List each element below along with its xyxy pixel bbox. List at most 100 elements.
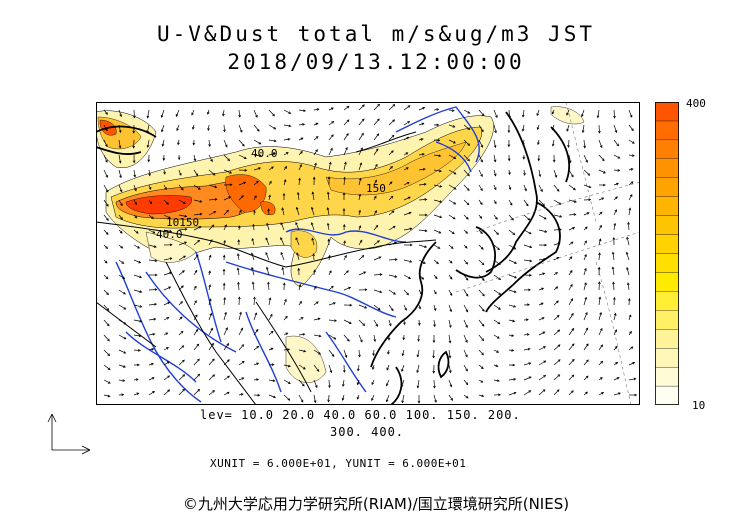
wind-arrowhead [359,239,363,243]
wind-arrowhead [583,145,587,149]
wind-arrow [268,166,274,171]
wind-arrow [103,169,108,178]
wind-arrowhead [570,241,574,245]
wind-arrowhead [436,123,440,127]
wind-arrowhead [176,128,179,132]
wind-arrow [493,139,496,148]
wind-arrow [566,124,570,132]
wind-arrow [253,109,258,118]
wind-arrowhead [256,345,260,349]
wind-arrowhead [239,129,243,133]
wind-arrowhead [285,332,289,336]
wind-arrow [508,392,517,396]
wind-arrow [298,364,306,370]
wind-arrow [103,289,109,295]
wind-arrow [223,343,229,351]
wind-arrow [297,192,300,201]
wind-arrow [613,313,617,321]
wind-arrow [493,154,496,162]
wind-arrowhead [432,355,435,359]
wind-arrow [463,169,470,177]
wind-arrow [283,379,291,384]
wind-arrowhead [481,394,485,398]
wind-arrow [523,244,532,248]
wind-arrowhead [437,139,441,142]
wind-arrowhead [465,382,469,386]
graticule [455,102,640,405]
wind-arrow [148,303,157,306]
wind-arrow [253,167,261,171]
wind-arrow [208,298,212,306]
dust-low-east [550,106,585,125]
wind-arrowhead [528,231,532,235]
wind-arrow [103,154,108,163]
wind-arrow [103,394,110,397]
wind-arrowhead [182,374,186,377]
wind-arrowhead [256,362,260,366]
wind-arrow [358,349,360,357]
wind-arrow [403,136,409,141]
wind-arrow [401,394,405,403]
wind-arrowhead [493,145,497,149]
wind-arrowhead [375,163,378,167]
wind-arrowhead [146,144,150,148]
wind-arrowhead [556,389,560,392]
wind-arrowhead [377,307,381,311]
wind-arrowhead [106,308,110,311]
contour-label-3: 10150 [166,216,199,229]
wind-arrowhead [139,275,142,279]
wind-arrowhead [106,323,110,327]
wind-arrowhead [348,286,352,290]
wind-arrow [223,139,228,148]
wind-arrowhead [331,121,335,124]
colorbar-step [655,234,679,254]
wind-arrow [148,214,154,219]
wind-arrowhead [433,308,437,311]
wind-arrow [478,334,484,341]
wind-arrow [493,304,501,310]
wind-arrow [148,363,154,366]
wind-arrow [493,124,497,133]
wind-arrowhead [310,222,314,226]
wind-arrow [163,389,170,396]
colorbar-step [655,102,679,122]
wind-arrow [208,284,211,291]
wind-arrow [583,254,587,261]
wind-arrowhead [424,229,428,233]
wind-arrowhead [272,379,276,383]
wind-arrow [628,378,636,381]
wind-arrow [478,259,485,266]
plot-title: U-V&Dust total m/s&ug/m3 JST [156,22,595,46]
wind-arrow [373,274,382,276]
wind-arrowhead [297,267,301,271]
wind-arrow [252,282,255,291]
wind-arrowhead [513,391,517,395]
wind-arrow [386,364,390,371]
wind-arrow [178,241,187,246]
wind-arrow [418,229,427,232]
wind-arrowhead [120,245,124,249]
wind-arrowhead [346,105,350,109]
wind-arrow [508,349,514,351]
wind-arrowhead [287,364,291,368]
wind-arrow [253,312,257,321]
wind-arrowhead [197,239,201,243]
wind-arrowhead [496,379,500,382]
wind-arrow [508,334,514,337]
wind-arrowhead [418,306,422,310]
wind-arrow [103,184,109,193]
wind-arrow [583,327,589,336]
wind-arrow [238,139,245,147]
wind-arrow [163,347,169,351]
wind-arrowhead [358,177,362,181]
wind-arrow [598,169,606,174]
wind-arrowhead [588,185,592,189]
wind-arrowhead [424,198,428,201]
wind-arrow [478,244,484,250]
wind-arrow [388,210,395,216]
wind-arrow [448,289,453,296]
wind-arrowhead [107,367,111,371]
wind-arrow [403,228,412,231]
wind-arrowhead [208,270,211,274]
wind-arrowhead [417,400,421,404]
